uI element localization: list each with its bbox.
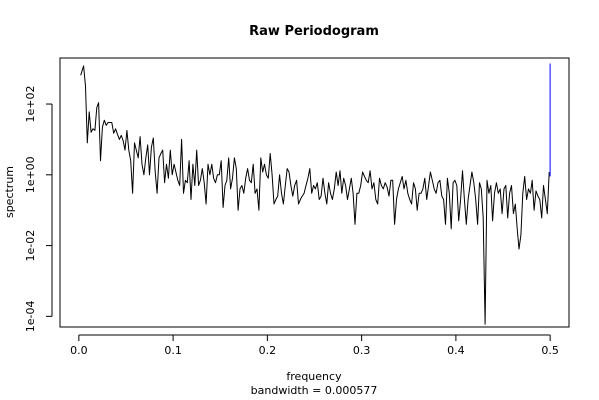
series-layer (80, 63, 551, 325)
plot-frame (59, 57, 570, 328)
x-tick-label-3: 0.3 (353, 344, 371, 357)
y-tick-label-3: 1e+02 (24, 86, 37, 123)
series-line-0 (80, 65, 550, 325)
y-axis-label: spectrum (3, 166, 16, 218)
x-tick-label-1: 0.1 (164, 344, 182, 357)
chart-title: Raw Periodogram (249, 24, 379, 39)
x-tick-label-2: 0.2 (259, 344, 277, 357)
x-axis-label: frequency (286, 370, 342, 383)
x-tick-label-5: 0.5 (541, 344, 559, 357)
y-tick-label-1: 1e-02 (24, 230, 37, 262)
bandwidth-label: bandwidth = 0.000577 (251, 384, 378, 397)
axes: 0.0 0.1 0.2 0.3 0.4 0.5 1e-04 1e-02 1e+00 1e+02 (24, 86, 559, 357)
y-tick-label-2: 1e+00 (24, 156, 37, 193)
x-tick-label-4: 0.4 (447, 344, 465, 357)
x-tick-label-0: 0.0 (70, 344, 88, 357)
y-tick-label-0: 1e-04 (24, 300, 37, 332)
